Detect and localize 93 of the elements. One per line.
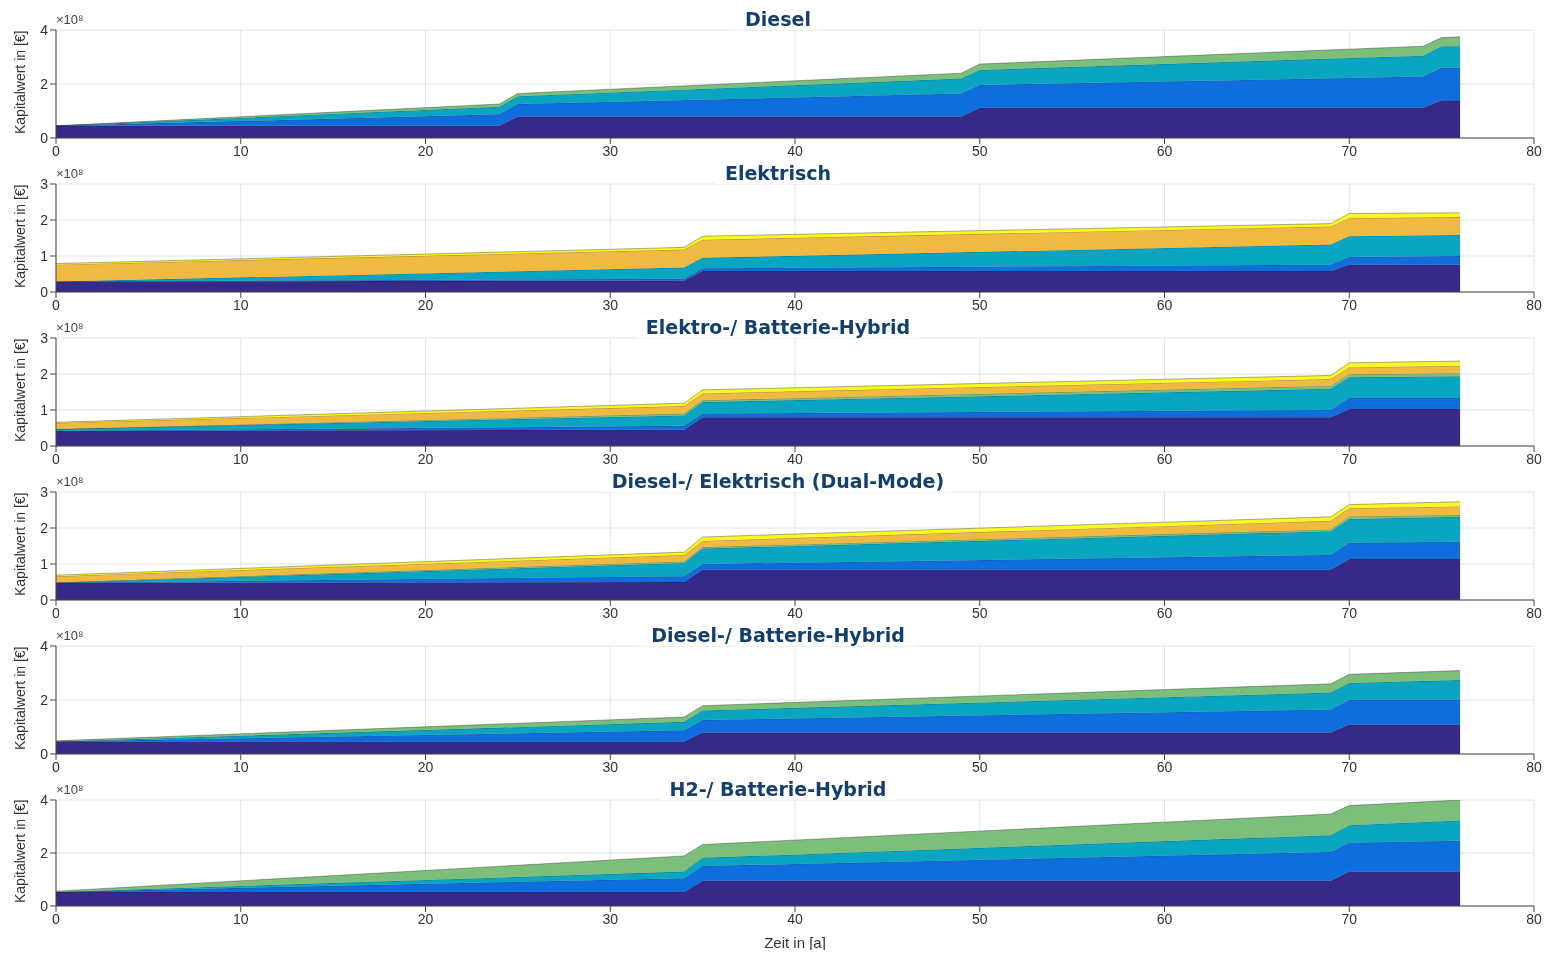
x-tick-label: 0 — [52, 450, 61, 467]
x-tick-label: 60 — [1156, 910, 1173, 927]
y-tick-label: 0 — [40, 283, 49, 300]
x-tick-label: 50 — [971, 296, 988, 313]
x-tick-label: 0 — [52, 910, 61, 927]
x-tick-label: 70 — [1341, 450, 1358, 467]
x-tick-label: 20 — [417, 450, 434, 467]
text: ×10⁸ — [56, 782, 84, 797]
x-tick-label: 30 — [602, 450, 619, 467]
y-tick-label: 4 — [40, 791, 49, 808]
x-tick-label: 40 — [787, 758, 803, 775]
y-tick-label: 2 — [40, 211, 49, 228]
x-tick-label: 10 — [232, 142, 249, 159]
y-tick-label: 0 — [40, 591, 49, 608]
chart-title: Diesel-/ Batterie-Hybrid — [641, 624, 915, 646]
y-tick-label: 2 — [40, 691, 49, 708]
x-tick-label: 30 — [602, 758, 619, 775]
text: ×10⁸ — [56, 12, 84, 27]
y-tick-label: 0 — [40, 745, 49, 762]
x-tick-label: 70 — [1341, 296, 1358, 313]
x-tick-label: 80 — [1526, 758, 1542, 775]
x-tick-label: 40 — [787, 296, 803, 313]
x-tick-label: 30 — [602, 910, 619, 927]
y-tick-label: 2 — [40, 519, 49, 536]
y-tick-label: 1 — [40, 555, 49, 572]
x-tick-label: 60 — [1156, 296, 1173, 313]
y-tick-label: 4 — [40, 637, 49, 654]
x-tick-label: 0 — [52, 142, 61, 159]
x-tick-label: 50 — [971, 604, 988, 621]
x-tick-label: 70 — [1341, 758, 1358, 775]
x-tick-label: 70 — [1341, 142, 1358, 159]
chart-title: H2-/ Batterie-Hybrid — [659, 778, 897, 800]
chart-title: Diesel — [735, 8, 821, 30]
y-axis-title: Kapitalwert in [€] — [11, 338, 28, 442]
y-tick-label: 3 — [40, 175, 49, 192]
x-tick-label: 10 — [232, 910, 249, 927]
y-axis-title: Kapitalwert in [€] — [11, 799, 28, 903]
x-tick-label: 60 — [1156, 758, 1173, 775]
x-tick-label: 20 — [417, 142, 434, 159]
x-tick-label: 10 — [232, 604, 249, 621]
y-tick-label: 0 — [40, 897, 49, 914]
y-tick-label: 0 — [40, 129, 49, 146]
y-tick-label: 4 — [40, 21, 49, 38]
text: ×10⁸ — [56, 628, 84, 643]
x-tick-label: 50 — [971, 142, 988, 159]
x-tick-label: 0 — [52, 604, 61, 621]
x-tick-label: 10 — [232, 758, 249, 775]
x-tick-label: 60 — [1156, 142, 1173, 159]
text: ×10⁸ — [56, 166, 84, 181]
chart-title: Elektrisch — [714, 162, 842, 184]
y-tick-label: 3 — [40, 483, 49, 500]
x-tick-label: 20 — [417, 910, 434, 927]
chart-title: Diesel-/ Elektrisch (Dual-Mode) — [601, 470, 955, 492]
x-tick-label: 30 — [602, 604, 619, 621]
y-axis-title: Kapitalwert in [€] — [11, 646, 28, 750]
x-tick-label: 40 — [787, 450, 803, 467]
chart-title: Elektro-/ Batterie-Hybrid — [635, 316, 921, 338]
y-tick-label: 0 — [40, 437, 49, 454]
x-tick-label: 20 — [417, 296, 434, 313]
x-tick-label: 40 — [787, 910, 803, 927]
x-tick-label: 10 — [232, 296, 249, 313]
x-tick-label: 30 — [602, 142, 619, 159]
x-tick-label: 50 — [971, 910, 988, 927]
x-tick-label: 60 — [1156, 450, 1173, 467]
y-tick-label: 2 — [40, 844, 49, 861]
text: ×10⁸ — [56, 474, 84, 489]
y-axis-title: Kapitalwert in [€] — [11, 184, 28, 288]
x-tick-label: 30 — [602, 296, 619, 313]
x-tick-label: 80 — [1526, 142, 1542, 159]
x-tick-label: 20 — [417, 758, 434, 775]
y-axis-title: Kapitalwert in [€] — [11, 492, 28, 596]
x-tick-label: 70 — [1341, 604, 1358, 621]
y-tick-label: 1 — [40, 401, 49, 418]
y-tick-label: 2 — [40, 365, 49, 382]
x-tick-label: 10 — [232, 450, 249, 467]
x-tick-label: 80 — [1526, 910, 1542, 927]
text: ×10⁸ — [56, 320, 84, 335]
x-tick-label: 40 — [787, 142, 803, 159]
y-tick-label: 1 — [40, 247, 49, 264]
y-axis-title: Kapitalwert in [€] — [11, 30, 28, 134]
x-tick-label: 50 — [971, 450, 988, 467]
x-tick-label: 0 — [52, 296, 61, 313]
x-tick-label: 40 — [787, 604, 803, 621]
x-tick-label: 0 — [52, 758, 61, 775]
x-tick-label: 80 — [1526, 450, 1542, 467]
x-tick-label: 80 — [1526, 296, 1542, 313]
x-tick-label: 70 — [1341, 910, 1358, 927]
y-tick-label: 2 — [40, 75, 49, 92]
x-tick-label: 20 — [417, 604, 434, 621]
y-tick-label: 3 — [40, 329, 49, 346]
x-tick-label: 80 — [1526, 604, 1542, 621]
x-tick-label: 50 — [971, 758, 988, 775]
x-tick-label: 60 — [1156, 604, 1173, 621]
